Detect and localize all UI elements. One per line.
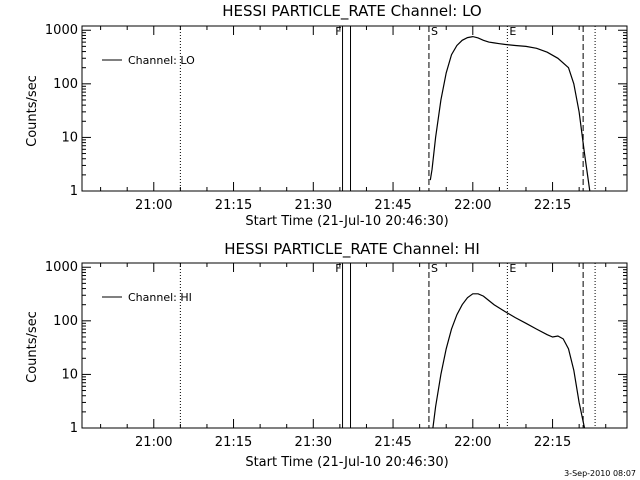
x-tick-label: 21:30 xyxy=(295,198,332,213)
panel-hi: HESSI PARTICLE_RATE Channel: HI Counts/s… xyxy=(25,240,628,470)
x-tick-label: 21:45 xyxy=(374,198,411,213)
x-tick-label: 21:15 xyxy=(215,435,252,450)
x-tick-label: 22:00 xyxy=(454,198,491,213)
marker-label: S xyxy=(431,262,438,275)
x-tick-label: 22:00 xyxy=(454,435,491,450)
panel-hi-x-axis-label: Start Time (21-Jul-10 20:46:30) xyxy=(245,455,448,470)
panel-hi-y-axis-label: Counts/sec xyxy=(25,311,40,383)
panel-hi-plot: 1 10 100 1000 21:00 21:15 21:30 21:45 22:00 22:15… xyxy=(45,260,628,450)
panel-lo-plot: 1 10 100 1000 21:00 21:15 21:30 21:45 22:00 22:15… xyxy=(45,23,628,213)
plot-frame xyxy=(81,25,628,192)
legend-label: Channel: HI xyxy=(128,291,192,304)
y-tick-label: 1 xyxy=(70,421,78,436)
marker-label: F xyxy=(335,262,341,275)
x-tick-label: 22:15 xyxy=(534,198,571,213)
panel-lo-y-axis-label: Counts/sec xyxy=(25,75,40,147)
panel-hi-title: HESSI PARTICLE_RATE Channel: HI xyxy=(224,240,480,259)
y-tick-label: 100 xyxy=(53,77,78,92)
y-tick-label: 1 xyxy=(70,184,78,199)
y-tick-label: 10 xyxy=(61,367,78,382)
data-series-line xyxy=(429,35,591,192)
plot-frame xyxy=(81,262,628,429)
marker-label: E xyxy=(509,262,516,275)
marker-label: S xyxy=(431,25,438,38)
y-tick-label: 100 xyxy=(53,314,78,329)
x-tick-label: 21:30 xyxy=(295,435,332,450)
data-series-line xyxy=(432,293,586,429)
marker-label: E xyxy=(509,25,516,38)
x-tick-label: 21:45 xyxy=(374,435,411,450)
legend-label: Channel: LO xyxy=(128,54,195,67)
panel-lo: HESSI PARTICLE_RATE Channel: LO Counts/s… xyxy=(25,2,628,229)
marker-label: F xyxy=(335,25,341,38)
x-tick-label: 21:00 xyxy=(135,435,172,450)
x-tick-label: 22:15 xyxy=(534,435,571,450)
y-tick-label: 1000 xyxy=(45,260,78,275)
footer-timestamp: 3-Sep-2010 08:07 xyxy=(564,469,636,478)
y-tick-label: 10 xyxy=(61,130,78,145)
x-tick-label: 21:15 xyxy=(215,198,252,213)
x-tick-label: 21:00 xyxy=(135,198,172,213)
panel-lo-x-axis-label: Start Time (21-Jul-10 20:46:30) xyxy=(245,214,448,229)
y-tick-label: 1000 xyxy=(45,23,78,38)
panel-lo-title: HESSI PARTICLE_RATE Channel: LO xyxy=(222,2,481,21)
